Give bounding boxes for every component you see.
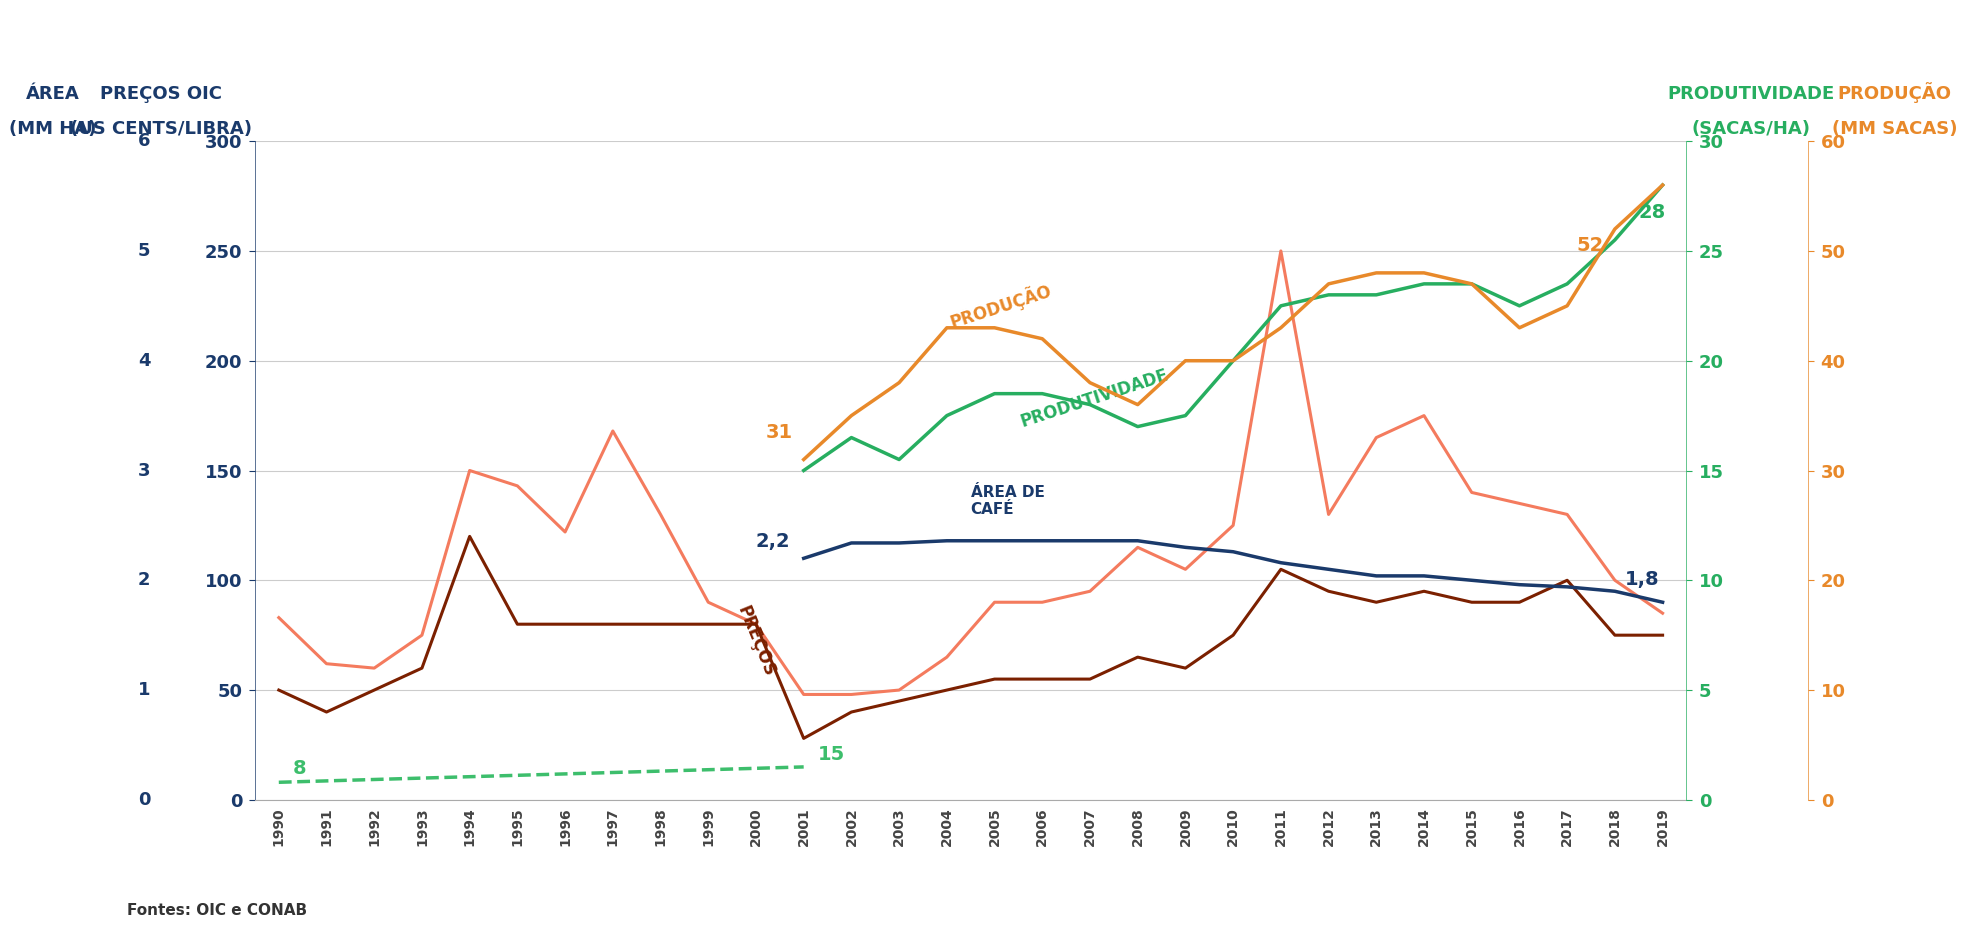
Text: 2,2: 2,2 [755, 533, 790, 551]
Text: 0: 0 [137, 790, 151, 809]
Text: 1,8: 1,8 [1624, 569, 1659, 589]
Text: 52: 52 [1577, 236, 1604, 255]
Text: PRODUTIVIDADE: PRODUTIVIDADE [1667, 85, 1835, 103]
Text: PRODUTIVIDADE: PRODUTIVIDADE [1018, 366, 1171, 431]
Text: (MM SACAS): (MM SACAS) [1832, 120, 1957, 137]
Text: 28: 28 [1639, 203, 1667, 222]
Text: 2: 2 [137, 571, 151, 589]
Text: (MM HA): (MM HA) [10, 120, 96, 137]
Text: ÁREA: ÁREA [25, 85, 80, 103]
Text: (SACAS/HA): (SACAS/HA) [1692, 120, 1810, 137]
Text: PRODUÇÃO: PRODUÇÃO [1837, 82, 1951, 103]
Text: PREÇOS OIC: PREÇOS OIC [100, 85, 222, 103]
Text: 1: 1 [137, 681, 151, 699]
Text: 15: 15 [818, 745, 845, 764]
Text: 4: 4 [137, 352, 151, 370]
Text: 3: 3 [137, 461, 151, 480]
Text: 8: 8 [292, 758, 306, 777]
Text: 6: 6 [137, 132, 151, 151]
Text: PREÇOS: PREÇOS [733, 604, 779, 679]
Text: Fontes: OIC e CONAB: Fontes: OIC e CONAB [127, 902, 308, 917]
Text: (US CENTS/LIBRA): (US CENTS/LIBRA) [71, 120, 251, 137]
Text: ÁREA DE
CAFÉ: ÁREA DE CAFÉ [971, 485, 1045, 518]
Text: 5: 5 [137, 242, 151, 260]
Text: PRODUÇÃO: PRODUÇÃO [947, 279, 1053, 332]
Text: 31: 31 [765, 423, 792, 441]
